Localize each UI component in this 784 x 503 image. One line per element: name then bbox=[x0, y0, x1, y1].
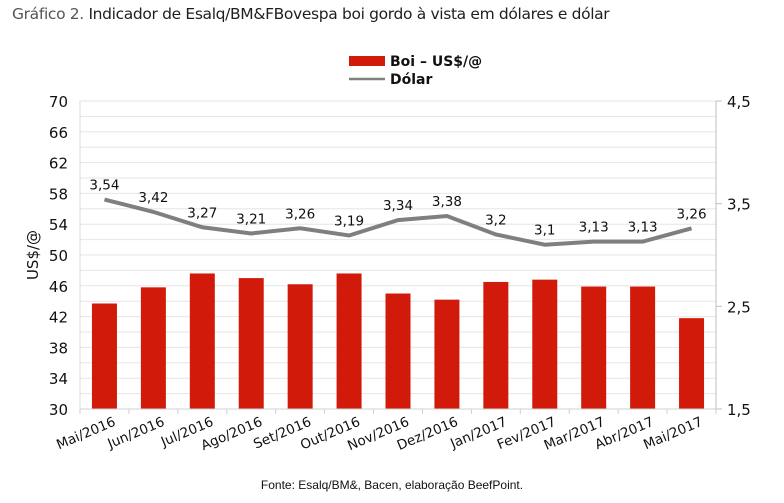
data-labels: 3,54 3,42 3,27 3,21 3,26 3,19 3,34 3,38 3,2 3,1 3,… bbox=[89, 178, 706, 239]
y-tick-label: 50 bbox=[49, 247, 68, 265]
bar-boi bbox=[581, 286, 607, 409]
data-label-dolar: 3,27 bbox=[187, 205, 217, 221]
y2-tick-label: 4,5 bbox=[727, 93, 751, 111]
bar-boi bbox=[630, 286, 656, 409]
bar-boi bbox=[238, 278, 264, 409]
bar-boi bbox=[532, 279, 558, 409]
chart-title-main: Indicador de Esalq/BM&FBovespa boi gordo… bbox=[83, 5, 610, 23]
chart-title: Gráfico 2. Indicador de Esalq/BM&FBovesp… bbox=[12, 5, 610, 23]
bar-boi bbox=[140, 287, 166, 409]
data-label-dolar: 3,54 bbox=[89, 178, 119, 194]
data-label-dolar: 3,42 bbox=[138, 190, 168, 206]
data-label-dolar: 3,2 bbox=[485, 212, 506, 228]
bar-boi bbox=[679, 318, 705, 409]
bar-boi bbox=[434, 299, 460, 409]
data-label-dolar: 3,1 bbox=[534, 223, 555, 239]
y-tick-label: 30 bbox=[49, 401, 68, 419]
bar-boi bbox=[91, 303, 117, 409]
gridlines bbox=[80, 100, 716, 410]
y-tick-label: 46 bbox=[49, 278, 68, 296]
data-label-dolar: 3,13 bbox=[579, 220, 609, 236]
data-label-dolar: 3,26 bbox=[285, 206, 315, 222]
y2-tick-label: 3,5 bbox=[727, 196, 751, 214]
bar-boi bbox=[287, 284, 313, 409]
bars bbox=[91, 273, 705, 409]
y-axis-ticks: 30 34 38 42 46 50 54 58 62 66 70 bbox=[49, 93, 68, 419]
source-note: Fonte: Esalq/BM&, Bacen, elaboração Beef… bbox=[260, 478, 524, 492]
data-label-dolar: 3,21 bbox=[236, 211, 266, 227]
data-label-dolar: 3,13 bbox=[628, 220, 658, 236]
data-label-dolar: 3,34 bbox=[383, 198, 413, 214]
y-tick-label: 66 bbox=[49, 124, 68, 142]
y2-axis-ticks: 1,5 2,5 3,5 4,5 bbox=[727, 93, 751, 419]
y-tick-label: 34 bbox=[49, 370, 68, 388]
y-tick-label: 58 bbox=[49, 185, 68, 203]
legend-label-boi: Boi – US$/@ bbox=[390, 54, 482, 70]
y-axis-title: US$/@ bbox=[24, 230, 42, 280]
axes bbox=[79, 100, 722, 414]
bar-boi bbox=[483, 281, 509, 409]
data-label-dolar: 3,26 bbox=[677, 206, 707, 222]
y-tick-label: 42 bbox=[49, 309, 68, 327]
legend-label-dolar: Dólar bbox=[390, 72, 432, 88]
bar-boi bbox=[336, 273, 362, 409]
data-label-dolar: 3,19 bbox=[334, 213, 364, 229]
dolar-line-group bbox=[103, 197, 693, 247]
bar-boi bbox=[189, 273, 215, 409]
y-tick-label: 54 bbox=[49, 216, 68, 234]
legend: Boi – US$/@ Dólar bbox=[349, 54, 482, 88]
y2-tick-label: 1,5 bbox=[727, 401, 751, 419]
y-tick-label: 62 bbox=[49, 155, 68, 173]
chart-title-prefix: Gráfico 2. bbox=[12, 5, 84, 23]
data-label-dolar: 3,38 bbox=[432, 194, 462, 210]
x-axis-ticks: Mai/2016Jun/2016Jul/2016Ago/2016Set/2016… bbox=[54, 414, 705, 454]
y-tick-label: 70 bbox=[49, 93, 68, 111]
x-tick-label: Mai/2016 bbox=[54, 414, 118, 453]
y-tick-label: 38 bbox=[49, 339, 68, 357]
y2-tick-label: 2,5 bbox=[727, 298, 751, 316]
legend-swatch-boi bbox=[349, 56, 385, 66]
bar-boi bbox=[385, 293, 411, 409]
